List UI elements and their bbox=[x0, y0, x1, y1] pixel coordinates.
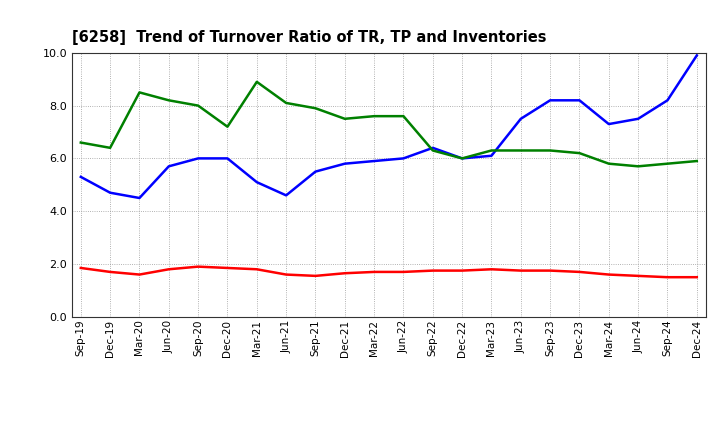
Inventories bbox=[663, 161, 672, 166]
Trade Payables bbox=[399, 156, 408, 161]
Text: [6258]  Trend of Turnover Ratio of TR, TP and Inventories: [6258] Trend of Turnover Ratio of TR, TP… bbox=[72, 29, 546, 45]
Trade Payables bbox=[164, 164, 173, 169]
Inventories bbox=[253, 79, 261, 84]
Trade Receivables bbox=[693, 275, 701, 280]
Inventories bbox=[370, 114, 379, 119]
Trade Payables bbox=[253, 180, 261, 185]
Trade Receivables bbox=[575, 269, 584, 275]
Trade Payables bbox=[311, 169, 320, 174]
Inventories bbox=[106, 145, 114, 150]
Inventories bbox=[458, 156, 467, 161]
Trade Receivables bbox=[194, 264, 202, 269]
Trade Receivables bbox=[341, 271, 349, 276]
Inventories bbox=[546, 148, 554, 153]
Trade Receivables bbox=[546, 268, 554, 273]
Inventories bbox=[223, 124, 232, 129]
Inventories bbox=[605, 161, 613, 166]
Inventories bbox=[575, 150, 584, 156]
Trade Payables bbox=[428, 145, 437, 150]
Line: Trade Receivables: Trade Receivables bbox=[81, 267, 697, 277]
Trade Payables bbox=[76, 174, 85, 180]
Inventories bbox=[194, 103, 202, 108]
Trade Payables bbox=[223, 156, 232, 161]
Trade Payables bbox=[693, 53, 701, 58]
Trade Payables bbox=[516, 116, 525, 121]
Trade Receivables bbox=[106, 269, 114, 275]
Inventories bbox=[399, 114, 408, 119]
Inventories bbox=[341, 116, 349, 121]
Trade Receivables bbox=[605, 272, 613, 277]
Trade Payables bbox=[634, 116, 642, 121]
Trade Payables bbox=[370, 158, 379, 164]
Inventories bbox=[311, 106, 320, 111]
Inventories bbox=[428, 148, 437, 153]
Trade Receivables bbox=[223, 265, 232, 271]
Inventories bbox=[693, 158, 701, 164]
Line: Inventories: Inventories bbox=[81, 82, 697, 166]
Trade Receivables bbox=[516, 268, 525, 273]
Inventories bbox=[634, 164, 642, 169]
Trade Payables bbox=[546, 98, 554, 103]
Trade Receivables bbox=[311, 273, 320, 279]
Line: Trade Payables: Trade Payables bbox=[81, 55, 697, 198]
Trade Payables bbox=[487, 153, 496, 158]
Trade Receivables bbox=[253, 267, 261, 272]
Trade Payables bbox=[282, 193, 290, 198]
Trade Receivables bbox=[135, 272, 144, 277]
Trade Payables bbox=[663, 98, 672, 103]
Trade Payables bbox=[458, 156, 467, 161]
Trade Payables bbox=[575, 98, 584, 103]
Trade Receivables bbox=[164, 267, 173, 272]
Inventories bbox=[282, 100, 290, 106]
Trade Payables bbox=[194, 156, 202, 161]
Trade Payables bbox=[106, 190, 114, 195]
Trade Payables bbox=[605, 121, 613, 127]
Trade Receivables bbox=[370, 269, 379, 275]
Trade Receivables bbox=[458, 268, 467, 273]
Inventories bbox=[516, 148, 525, 153]
Trade Receivables bbox=[663, 275, 672, 280]
Inventories bbox=[164, 98, 173, 103]
Trade Receivables bbox=[76, 265, 85, 271]
Trade Receivables bbox=[282, 272, 290, 277]
Trade Receivables bbox=[487, 267, 496, 272]
Inventories bbox=[487, 148, 496, 153]
Trade Payables bbox=[135, 195, 144, 201]
Trade Payables bbox=[341, 161, 349, 166]
Trade Receivables bbox=[428, 268, 437, 273]
Trade Receivables bbox=[634, 273, 642, 279]
Inventories bbox=[76, 140, 85, 145]
Trade Receivables bbox=[399, 269, 408, 275]
Inventories bbox=[135, 90, 144, 95]
